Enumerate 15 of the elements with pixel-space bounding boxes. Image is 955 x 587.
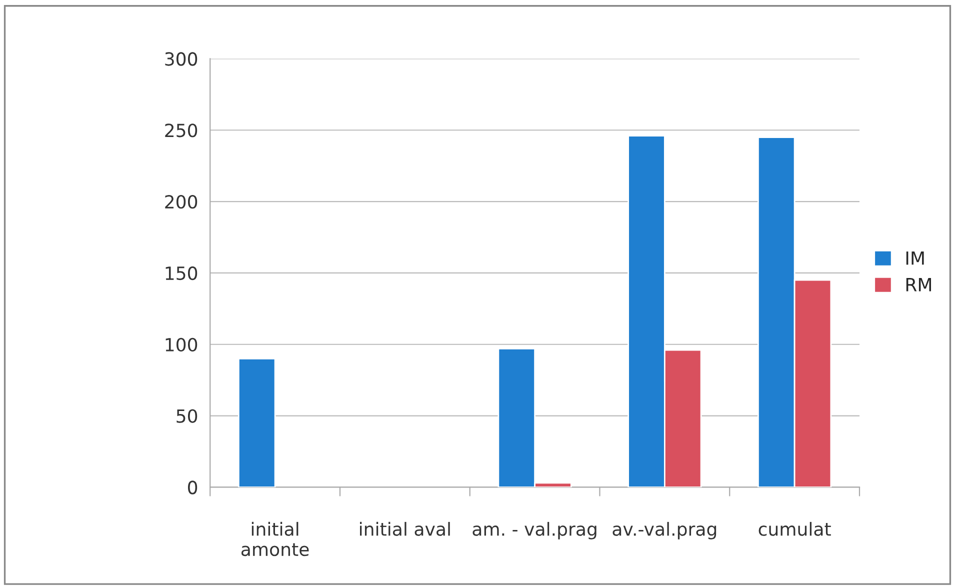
y-tick-label: 50 [176,409,198,423]
x-tick-label: initial amonte [241,522,309,556]
y-tick-label: 100 [166,338,198,352]
y-tick-label: 150 [166,266,198,280]
x-tick-label: cumulat [758,522,831,536]
y-tick-label: 250 [165,124,198,138]
y-tick-label: 0 [188,480,198,494]
legend-label: IM [906,252,924,265]
bar [238,358,276,488]
y-tick-label: 200 [165,194,198,209]
x-tick-label: initial aval [360,522,450,536]
x-tick-label: am. - val.prag [472,522,596,540]
y-tick-label: 300 [165,52,198,66]
x-tick-label: av.-val.prag [612,522,716,540]
legend-label: RM [906,278,931,292]
